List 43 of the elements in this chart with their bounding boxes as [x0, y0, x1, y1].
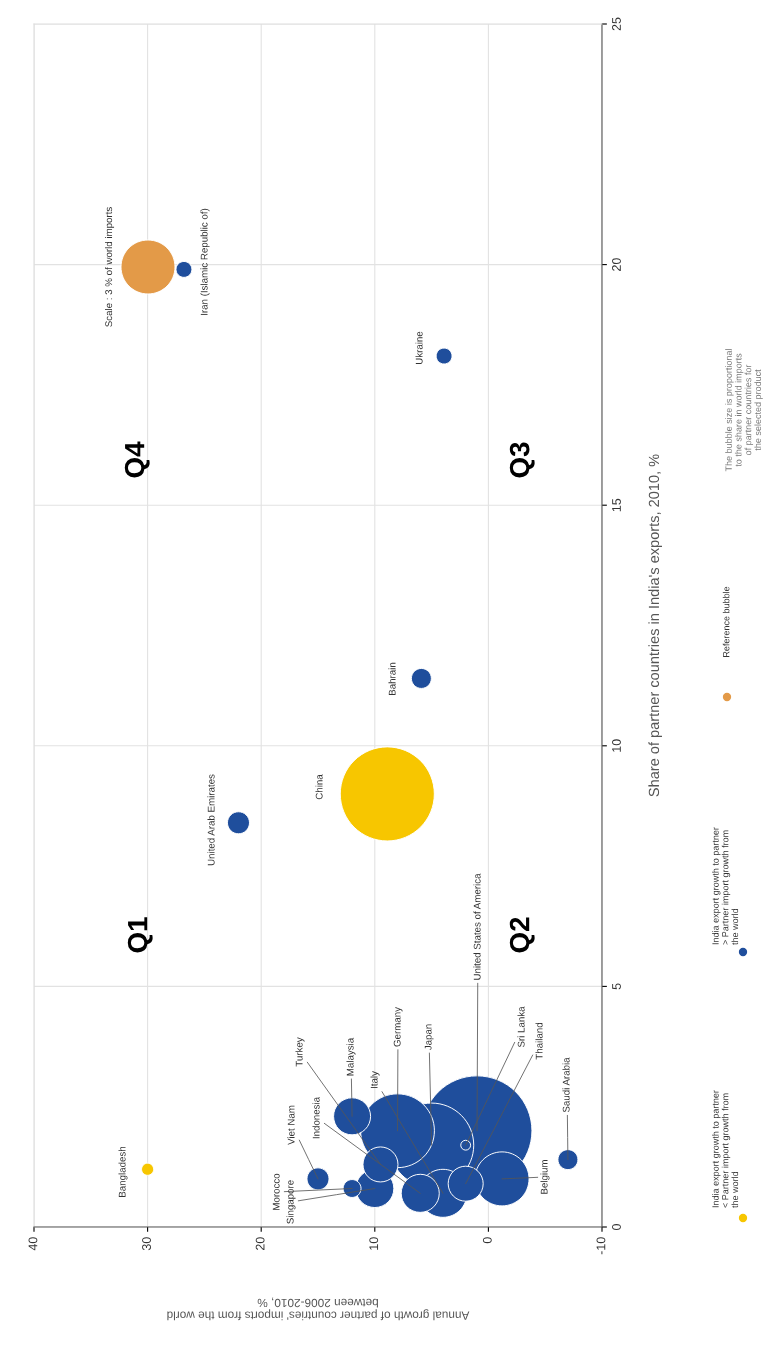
- annotation: Q3: [509, 442, 535, 478]
- annotation: Germany: [393, 1007, 403, 1047]
- annotation: Viet Nam: [287, 1105, 295, 1145]
- annotation: Japan: [424, 1024, 434, 1051]
- text: Reference bubble: [722, 586, 730, 657]
- y-tick-label: 15: [612, 498, 621, 512]
- text: The bubble size is proportional to the share in world imports of partner countries for the selected product: [725, 349, 763, 472]
- annotation: Sri Lanka: [517, 1006, 525, 1048]
- x-tick-label: 20: [255, 1237, 265, 1250]
- annotation: China: [315, 774, 323, 800]
- y-tick-label: 20: [612, 258, 621, 271]
- annotation: Malaysia: [346, 1037, 356, 1076]
- text: India export growth to partner > Partner import growth from the world: [712, 827, 739, 945]
- annotation: Singapore: [286, 1180, 296, 1224]
- annotation: Q4: [124, 441, 150, 478]
- annotation: Ukraine: [415, 331, 423, 364]
- y-axis-title: Share of partner countries in India's exports, 2010, %: [648, 454, 662, 797]
- y-tick-label: 5: [612, 983, 621, 990]
- annotation: Italy: [370, 1071, 380, 1089]
- y-tick-label: 10: [612, 739, 621, 752]
- y-tick-label: 0: [612, 1224, 621, 1230]
- annotation: Q1: [127, 917, 153, 953]
- x-tick-label: 30: [142, 1237, 151, 1251]
- x-tick-label: 10: [369, 1237, 379, 1250]
- annotation: Saudi Arabia: [562, 1057, 570, 1113]
- x-tick-label: 0: [482, 1237, 492, 1244]
- annotation: Q2: [509, 917, 535, 953]
- annotation: Bahrain: [388, 662, 396, 695]
- annotation: Thailand: [535, 1022, 543, 1060]
- y-tick-label: 25: [612, 17, 621, 31]
- annotation: Indonesia: [312, 1096, 320, 1139]
- x-tick-label: -10: [596, 1237, 606, 1255]
- annotation: Bangladesh: [118, 1146, 128, 1197]
- x-tick-label: 40: [28, 1237, 38, 1251]
- annotation: Iran (Islamic Republic of): [200, 208, 210, 315]
- annotation: Belgium: [540, 1160, 550, 1194]
- annotation: Turkey: [295, 1037, 305, 1067]
- annotation: Morocco: [272, 1173, 280, 1210]
- annotation: United Arab Emirates: [207, 774, 215, 866]
- text: India export growth to partner < Partner import growth from the world: [712, 1090, 739, 1208]
- legend-label: Scale : 3 % of world imports: [104, 207, 115, 327]
- annotation: United States of America: [473, 873, 481, 980]
- x-axis-title: Annual growth of partner countries' imports from the world between 2006-2010, %: [167, 1297, 470, 1321]
